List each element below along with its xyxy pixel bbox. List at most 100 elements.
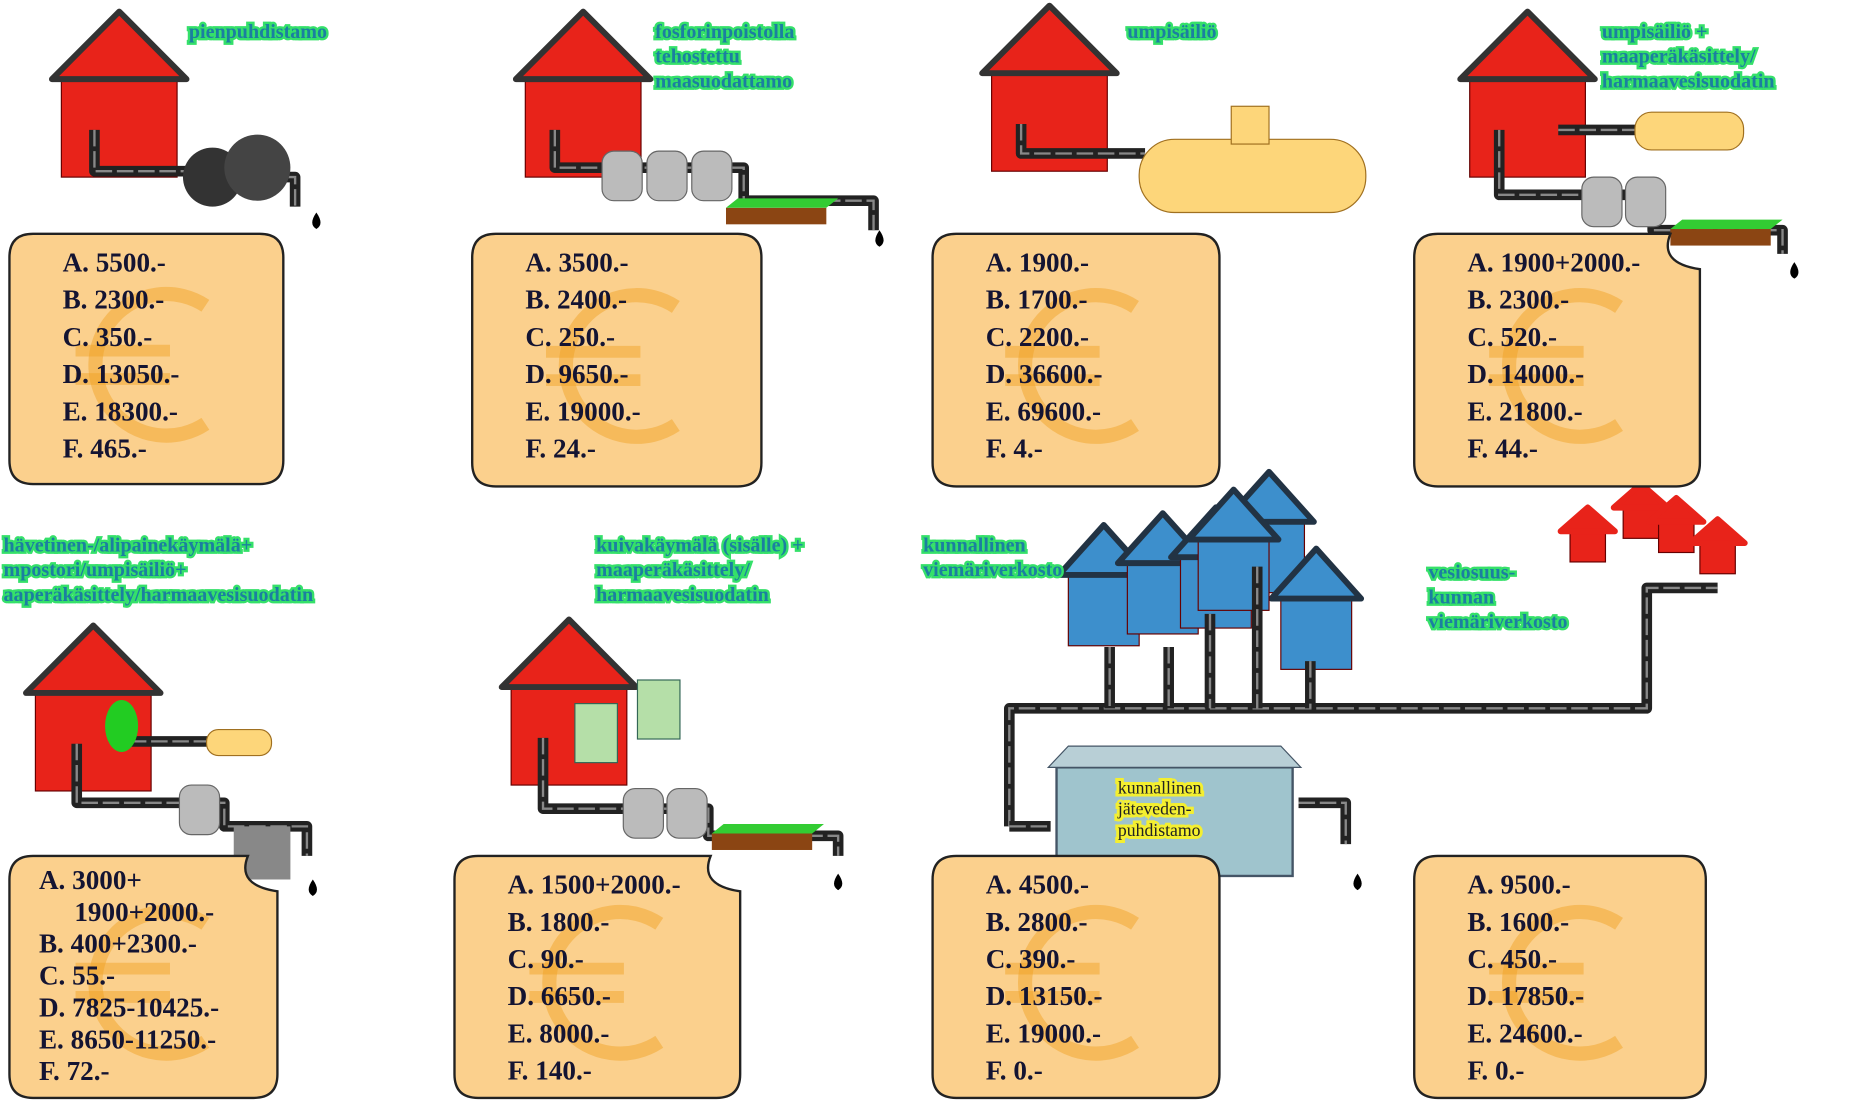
pipe-highlight (1299, 803, 1346, 844)
cost-line: C. 350.- (63, 322, 153, 352)
option-label: umpisäiliö + (1602, 21, 1708, 43)
plant-label: kunnallinen (1118, 777, 1202, 797)
cost-line: E. 19000.- (525, 396, 640, 426)
cost-line: 1900+2000.- (74, 897, 214, 927)
cost-line: A. 3000+ (39, 865, 142, 895)
cost-line: C. 450.- (1467, 944, 1557, 974)
plant-roof (1048, 746, 1301, 767)
cost-line: F. 4.- (986, 433, 1043, 463)
cost-line: C. 520.- (1467, 322, 1557, 352)
tank (692, 151, 732, 201)
house-wall (61, 77, 177, 177)
cost-line: C. 2200.- (986, 322, 1089, 352)
cost-line: E. 21800.- (1467, 396, 1582, 426)
option-label: aaperäkäsittely/harmaavesisuodatin (4, 584, 314, 606)
diagram: A. 5500.-B. 2300.-C. 350.-D. 13050.-E. 1… (0, 0, 1851, 1105)
tank (1139, 139, 1366, 212)
cost-line: F. 0.- (986, 1056, 1043, 1086)
cost-line: B. 1700.- (986, 285, 1088, 315)
cost-line: A. 3500.- (525, 248, 628, 278)
cost-line: A. 4500.- (986, 870, 1089, 900)
cost-line: D. 6650.- (508, 981, 611, 1011)
cost-line: E. 19000.- (986, 1018, 1101, 1048)
tank (1582, 177, 1622, 227)
option-label: umpisäiliö (1127, 21, 1216, 43)
grass (1670, 220, 1782, 229)
cost-line: F. 72.- (39, 1056, 110, 1086)
house-roof (982, 6, 1117, 74)
house-roof (1561, 507, 1615, 531)
option-label: mpostori/umpisäiliö+ (4, 559, 187, 581)
cost-line: D. 36600.- (986, 359, 1103, 389)
cost-line: E. 18300.- (63, 396, 178, 426)
cost-line: E. 69600.- (986, 396, 1101, 426)
option-label: vesiosuus- (1428, 561, 1515, 583)
cost-line: C. 250.- (525, 322, 615, 352)
tank (623, 789, 663, 839)
option-label: hävetinen-/alipainekäymälä+ (4, 534, 253, 556)
cost-line: D. 14000.- (1467, 359, 1584, 389)
cost-line: F. 465.- (63, 433, 147, 463)
house-roof (26, 625, 161, 693)
grass (726, 198, 838, 207)
dry-toilet (637, 680, 679, 739)
option-label: viemäriverkosto (1428, 611, 1567, 633)
tank (647, 151, 687, 201)
option-label: harmaavesisuodatin (596, 584, 769, 606)
tank (1626, 177, 1666, 227)
house-roof (52, 12, 187, 80)
drop (875, 230, 883, 247)
cost-line: B. 400+2300.- (39, 929, 197, 959)
cost-line: C. 90.- (508, 944, 584, 974)
tank-neck (1231, 106, 1269, 144)
drop (309, 879, 317, 896)
grass (712, 824, 824, 833)
cost-line: F. 140.- (508, 1056, 592, 1086)
house-roof (502, 619, 637, 687)
option-label: maaperäkäsittely/ (596, 559, 750, 581)
option-label: viemäriverkosto (923, 559, 1062, 581)
tank (179, 785, 219, 835)
soil (712, 833, 812, 850)
option-label: maasuodattamo (655, 70, 792, 92)
cost-line: A. 9500.- (1467, 870, 1570, 900)
pipe (1299, 803, 1346, 844)
cost-line: F. 0.- (1467, 1056, 1524, 1086)
option-label: fosforinpoistolla (655, 21, 794, 43)
option-label: harmaavesisuodatin (1602, 70, 1775, 92)
cost-line: C. 390.- (986, 944, 1076, 974)
cost-line: B. 2400.- (525, 285, 627, 315)
cost-line: C. 55.- (39, 961, 115, 991)
tank (667, 789, 707, 839)
cost-line: E. 8650-11250.- (39, 1024, 216, 1054)
drop (312, 213, 320, 230)
tank (602, 151, 642, 201)
drop (834, 874, 842, 891)
option-label: maaperäkäsittely/ (1602, 46, 1756, 68)
cost-line: F. 24.- (525, 433, 596, 463)
composter (105, 700, 138, 752)
tank (207, 730, 272, 756)
cost-line: A. 1900+2000.- (1467, 248, 1640, 278)
option-label: kunnan (1428, 586, 1494, 608)
option-label: tehostettu (655, 46, 740, 68)
cost-line: F. 44.- (1467, 433, 1538, 463)
cost-line: B. 2300.- (63, 285, 165, 315)
cost-line: D. 13150.- (986, 981, 1103, 1011)
cost-line: E. 24600.- (1467, 1018, 1582, 1048)
option-label: pienpuhdistamo (189, 21, 327, 43)
drop (1790, 262, 1798, 279)
option-label: kuivakäymälä (sisälle) + (596, 534, 803, 556)
house-roof (1460, 12, 1595, 80)
option-label: kunnallinen (923, 534, 1026, 556)
cost-line: D. 13050.- (63, 359, 180, 389)
tank (224, 135, 290, 201)
drop (1353, 874, 1361, 891)
soil (726, 208, 826, 225)
cost-line: B. 2800.- (986, 907, 1088, 937)
cost-line: A. 1900.- (986, 248, 1089, 278)
cost-line: A. 1500+2000.- (508, 870, 681, 900)
cost-line: E. 8000.- (508, 1018, 610, 1048)
cost-line: D. 9650.- (525, 359, 628, 389)
plant-label: puhdistamo (1118, 820, 1201, 840)
